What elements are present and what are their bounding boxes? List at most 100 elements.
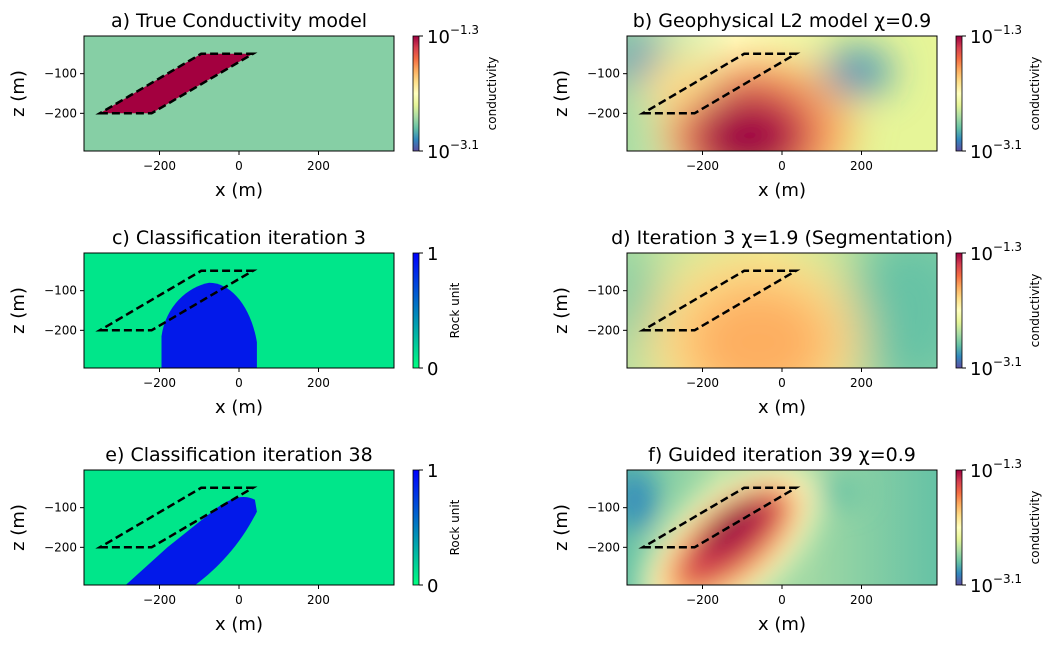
- colorbar-max-label: 1: [427, 461, 438, 482]
- colorbar-exponent: −3.1: [993, 355, 1022, 369]
- colorbar: 10−1.3 10−3.1 conductivity: [955, 457, 1042, 597]
- colorbar-gradient: [955, 35, 963, 152]
- colorbar: 10−1.3 10−3.1 conductivity: [412, 23, 499, 163]
- colorbar-min-label: 10−3.1: [970, 355, 1022, 380]
- y-tick-label: −100: [587, 284, 620, 298]
- x-tick-label: 200: [307, 159, 330, 173]
- x-tick-label: −200: [143, 593, 176, 607]
- colorbar-min-label: 0: [427, 576, 438, 597]
- x-tick-label: −200: [686, 593, 719, 607]
- low-anomaly-left: [627, 253, 651, 349]
- x-tick-label: −200: [143, 159, 176, 173]
- panel-title: e) Classification iteration 38: [105, 444, 372, 466]
- y-tick-label: −200: [587, 540, 620, 554]
- panel-b: −200 0 200 −100 −200 b) Geophysical L2 model …: [551, 10, 1042, 201]
- colorbar-exponent: −3.1: [993, 138, 1022, 152]
- panel-title: a) True Conductivity model: [111, 10, 367, 32]
- true-body-outline: [638, 52, 801, 115]
- x-tick-label: 0: [235, 593, 243, 607]
- panel-title: d) Iteration 3 χ=1.9 (Segmentation): [611, 227, 953, 249]
- x-axis-label: x (m): [758, 180, 806, 201]
- colorbar-exponent: −1.3: [993, 457, 1022, 471]
- colorbar-max-label: 10−1.3: [970, 457, 1022, 482]
- true-body-outline: [95, 269, 258, 332]
- conductive-body: [99, 53, 253, 114]
- y-axis-label: z (m): [8, 287, 29, 334]
- colorbar-exponent: −1.3: [993, 23, 1022, 37]
- colorbar-label: Rock unit: [448, 499, 462, 555]
- colorbar-min-label: 10−3.1: [970, 572, 1022, 597]
- y-axis-label: z (m): [8, 70, 29, 117]
- y-tick-label: −200: [44, 323, 77, 337]
- colorbar-min-label: 0: [427, 359, 438, 380]
- colorbar-gradient: [955, 469, 963, 586]
- true-body-outline: [95, 486, 258, 549]
- core-anomaly: [683, 282, 834, 368]
- panel-d-image: [627, 253, 937, 368]
- panel-title: f) Guided iteration 39 χ=0.9: [648, 444, 916, 466]
- colorbar-exponent: −3.1: [993, 572, 1022, 586]
- x-tick-label: −200: [686, 376, 719, 390]
- anomaly-layer: [627, 470, 862, 585]
- x-tick-label: 0: [778, 593, 786, 607]
- panels-layer: −200 0 200 −100 −200 a) True Conductivity mod…: [8, 10, 1042, 635]
- x-axis-label: x (m): [758, 397, 806, 418]
- panel-a: −200 0 200 −100 −200 a) True Conductivity mod…: [8, 10, 499, 201]
- core-anomaly: [698, 496, 766, 557]
- anomaly-layer: [627, 253, 937, 368]
- panel-title: c) Classification iteration 3: [112, 227, 366, 249]
- colorbar-label: Rock unit: [448, 282, 462, 338]
- x-tick-label: 200: [850, 159, 873, 173]
- panel-c: −200 0 200 −100 −200 c) Classification iterat…: [8, 227, 462, 418]
- y-axis-label: z (m): [8, 504, 29, 551]
- colorbar: 10−1.3 10−3.1 conductivity: [955, 23, 1042, 163]
- x-tick-label: −200: [686, 159, 719, 173]
- rock-unit-1: [161, 282, 257, 368]
- shallow-anomaly: [638, 56, 719, 107]
- x-tick-label: 0: [235, 376, 243, 390]
- colorbar-label: conductivity: [1028, 274, 1042, 348]
- colorbar-gradient: [412, 469, 420, 586]
- colorbar-gradient: [412, 35, 420, 152]
- y-tick-label: −200: [44, 540, 77, 554]
- low-anomaly-right: [813, 477, 862, 506]
- x-tick-label: 0: [778, 376, 786, 390]
- colorbar-max-label: 10−1.3: [970, 23, 1022, 48]
- y-tick-label: −200: [587, 106, 620, 120]
- colorbar-max-label: 10−1.3: [970, 240, 1022, 265]
- x-tick-label: 200: [850, 593, 873, 607]
- y-axis-label: z (m): [551, 504, 572, 551]
- colorbar-exponent: −1.3: [450, 23, 479, 37]
- panel-d: −200 0 200 −100 −200 d) Iteration 3 χ=1.9 (Se…: [551, 227, 1042, 418]
- y-tick-label: −100: [44, 284, 77, 298]
- y-tick-label: −200: [44, 106, 77, 120]
- x-axis-label: x (m): [758, 614, 806, 635]
- true-body-outline: [638, 486, 801, 549]
- x-tick-label: 200: [307, 593, 330, 607]
- x-axis-label: x (m): [215, 180, 263, 201]
- panel-e-image: [84, 470, 394, 585]
- y-tick-label: −200: [587, 323, 620, 337]
- colorbar: 1 0 Rock unit: [412, 244, 462, 380]
- colorbar-gradient: [955, 252, 963, 369]
- x-tick-label: −200: [143, 376, 176, 390]
- y-axis-label: z (m): [551, 70, 572, 117]
- colorbar-min-label: 10−3.1: [427, 138, 479, 163]
- x-tick-label: 200: [307, 376, 330, 390]
- core-anomaly: [698, 101, 795, 151]
- x-axis-label: x (m): [215, 397, 263, 418]
- colorbar: 10−1.3 10−3.1 conductivity: [955, 240, 1042, 380]
- panel-title: b) Geophysical L2 model χ=0.9: [633, 10, 932, 32]
- y-tick-label: −100: [587, 67, 620, 81]
- colorbar-gradient: [412, 252, 420, 369]
- colorbar-label: conductivity: [1028, 491, 1042, 565]
- panel-f-image: [627, 470, 937, 585]
- anomaly-layer: [627, 37, 892, 151]
- colorbar-exponent: −1.3: [993, 240, 1022, 254]
- colorbar-min-label: 10−3.1: [970, 138, 1022, 163]
- colorbar: 1 0 Rock unit: [412, 461, 462, 597]
- x-tick-label: 0: [778, 159, 786, 173]
- colorbar-max-label: 10−1.3: [427, 23, 479, 48]
- y-tick-label: −100: [587, 501, 620, 515]
- x-tick-label: 200: [850, 376, 873, 390]
